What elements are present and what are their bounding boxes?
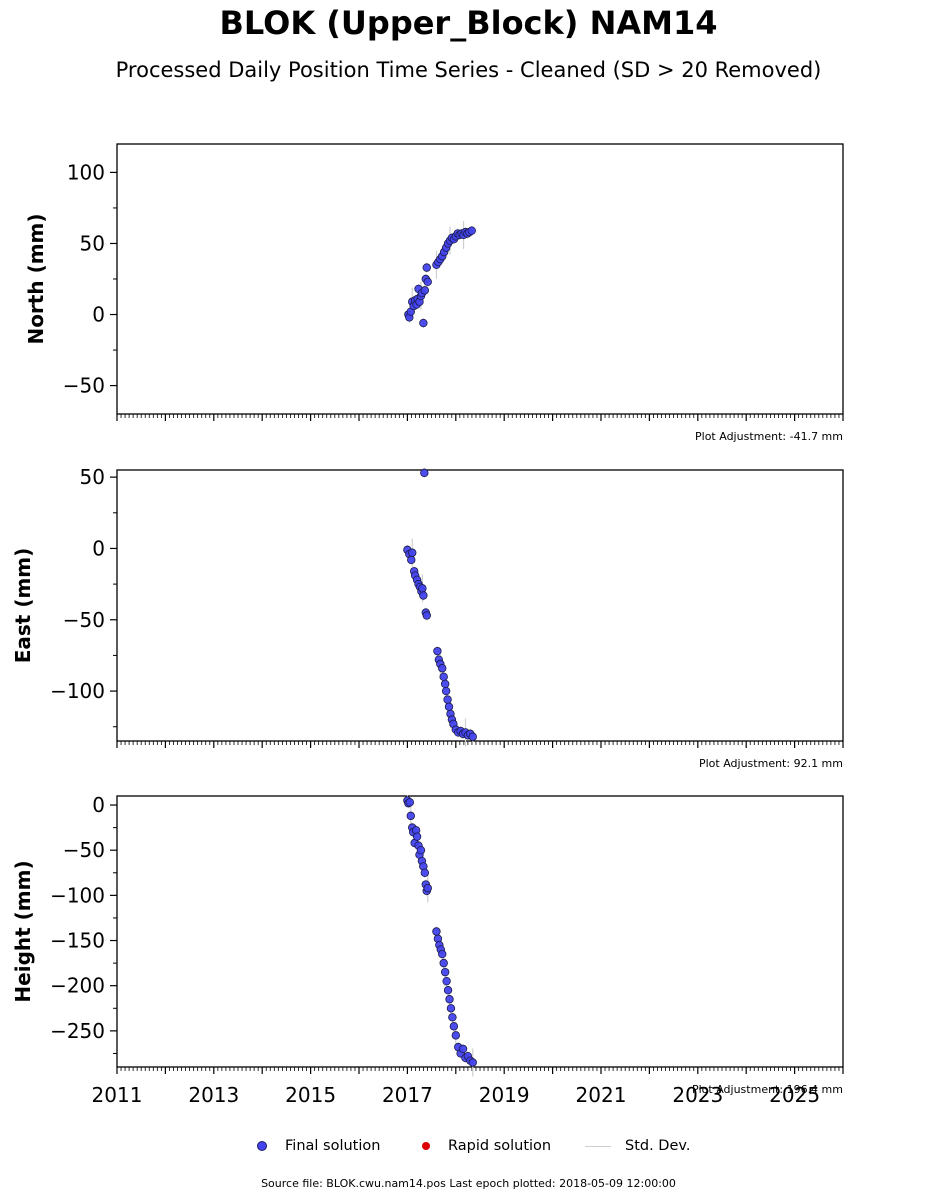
height-ytick-label: −250 <box>50 1019 105 1043</box>
height-point <box>442 976 451 986</box>
east-point <box>440 679 450 689</box>
height-ytick-label: −150 <box>50 929 105 953</box>
height-point <box>420 868 430 877</box>
east-point <box>420 468 429 478</box>
east-point <box>441 686 451 696</box>
x-tick-label: 2025 <box>769 1083 820 1107</box>
height-point <box>432 927 441 936</box>
legend-final: Final solution <box>257 1138 380 1154</box>
legend-std: Std. Dev. <box>585 1138 690 1154</box>
height-point <box>438 949 447 959</box>
east-point <box>418 584 427 593</box>
east-ytick-label: −50 <box>63 608 105 632</box>
height-point <box>423 883 432 893</box>
x-tick-label: 2013 <box>188 1083 239 1107</box>
height-point <box>458 1044 468 1054</box>
height-point <box>416 846 426 855</box>
height-ytick-label: −200 <box>50 974 105 998</box>
height-point <box>449 1022 459 1031</box>
east-point <box>444 702 454 711</box>
x-tick-label: 2017 <box>382 1083 433 1107</box>
x-tick-label: 2023 <box>672 1083 723 1107</box>
east-ytick-label: 0 <box>92 536 105 560</box>
height-point <box>446 1004 456 1013</box>
north-adjustment: Plot Adjustment: -41.7 mm <box>695 430 843 443</box>
north-point <box>422 263 431 272</box>
east-ytick-label: −100 <box>50 679 105 703</box>
height-ytick-label: −100 <box>50 883 105 907</box>
east-ylabel: East (mm) <box>11 548 35 664</box>
east-point <box>439 672 448 682</box>
legend-rapid-marker <box>422 1142 430 1150</box>
height-point <box>468 1058 477 1067</box>
height-point <box>412 832 422 841</box>
height-point <box>406 811 415 821</box>
east-point <box>468 732 477 741</box>
chart-subtitle: Processed Daily Position Time Series - C… <box>115 58 822 82</box>
height-point <box>440 967 450 977</box>
height-frame <box>116 795 844 1068</box>
east-point <box>419 591 428 600</box>
east-frame <box>116 469 844 742</box>
legend-std-label: Std. Dev. <box>625 1138 691 1154</box>
height-point <box>451 1031 460 1040</box>
height-ylabel: Height (mm) <box>11 860 35 1002</box>
height-adjustment: Plot Adjustment: 196.4 mm <box>692 1083 843 1096</box>
legend-rapid-label: Rapid solution <box>448 1138 552 1154</box>
north-ytick-label: 50 <box>80 231 105 255</box>
east-point <box>407 555 416 565</box>
height-point <box>439 958 448 968</box>
east-point <box>438 664 447 673</box>
north-ytick-label: 100 <box>67 160 105 184</box>
north-ytick-label: −50 <box>63 374 105 398</box>
east-ytick-label: 50 <box>80 465 105 489</box>
east-point <box>422 611 431 620</box>
height-ytick-label: 0 <box>92 793 105 817</box>
height-ytick-label: −50 <box>63 838 105 862</box>
legend-final-label: Final solution <box>285 1138 381 1154</box>
north-point <box>420 286 430 295</box>
north-point <box>423 277 432 287</box>
legend-rapid: Rapid solution <box>422 1138 551 1154</box>
legend-std-marker <box>585 1145 611 1147</box>
x-tick-label: 2011 <box>92 1083 143 1107</box>
north-frame <box>116 143 844 415</box>
height-point <box>405 798 415 807</box>
height-point <box>448 1013 457 1022</box>
east-adjustment: Plot Adjustment: 92.1 mm <box>699 757 843 770</box>
legend: Final solution Rapid solution Std. Dev. <box>0 1138 937 1158</box>
chart-title: BLOK (Upper_Block) NAM14 <box>219 4 718 42</box>
east-point <box>443 695 452 704</box>
east-point <box>433 646 442 656</box>
north-point <box>467 226 476 235</box>
north-ylabel: North (mm) <box>24 213 48 344</box>
x-tick-label: 2015 <box>285 1083 336 1107</box>
x-tick-label: 2019 <box>479 1083 530 1107</box>
height-point <box>443 986 453 995</box>
height-point <box>445 995 454 1004</box>
x-tick-label: 2021 <box>576 1083 627 1107</box>
north-ytick-label: 0 <box>92 303 105 327</box>
north-point <box>419 318 428 328</box>
source-footer: Source file: BLOK.cwu.nam14.pos Last epo… <box>261 1177 676 1190</box>
legend-final-marker <box>257 1141 267 1151</box>
east-point <box>408 548 417 557</box>
